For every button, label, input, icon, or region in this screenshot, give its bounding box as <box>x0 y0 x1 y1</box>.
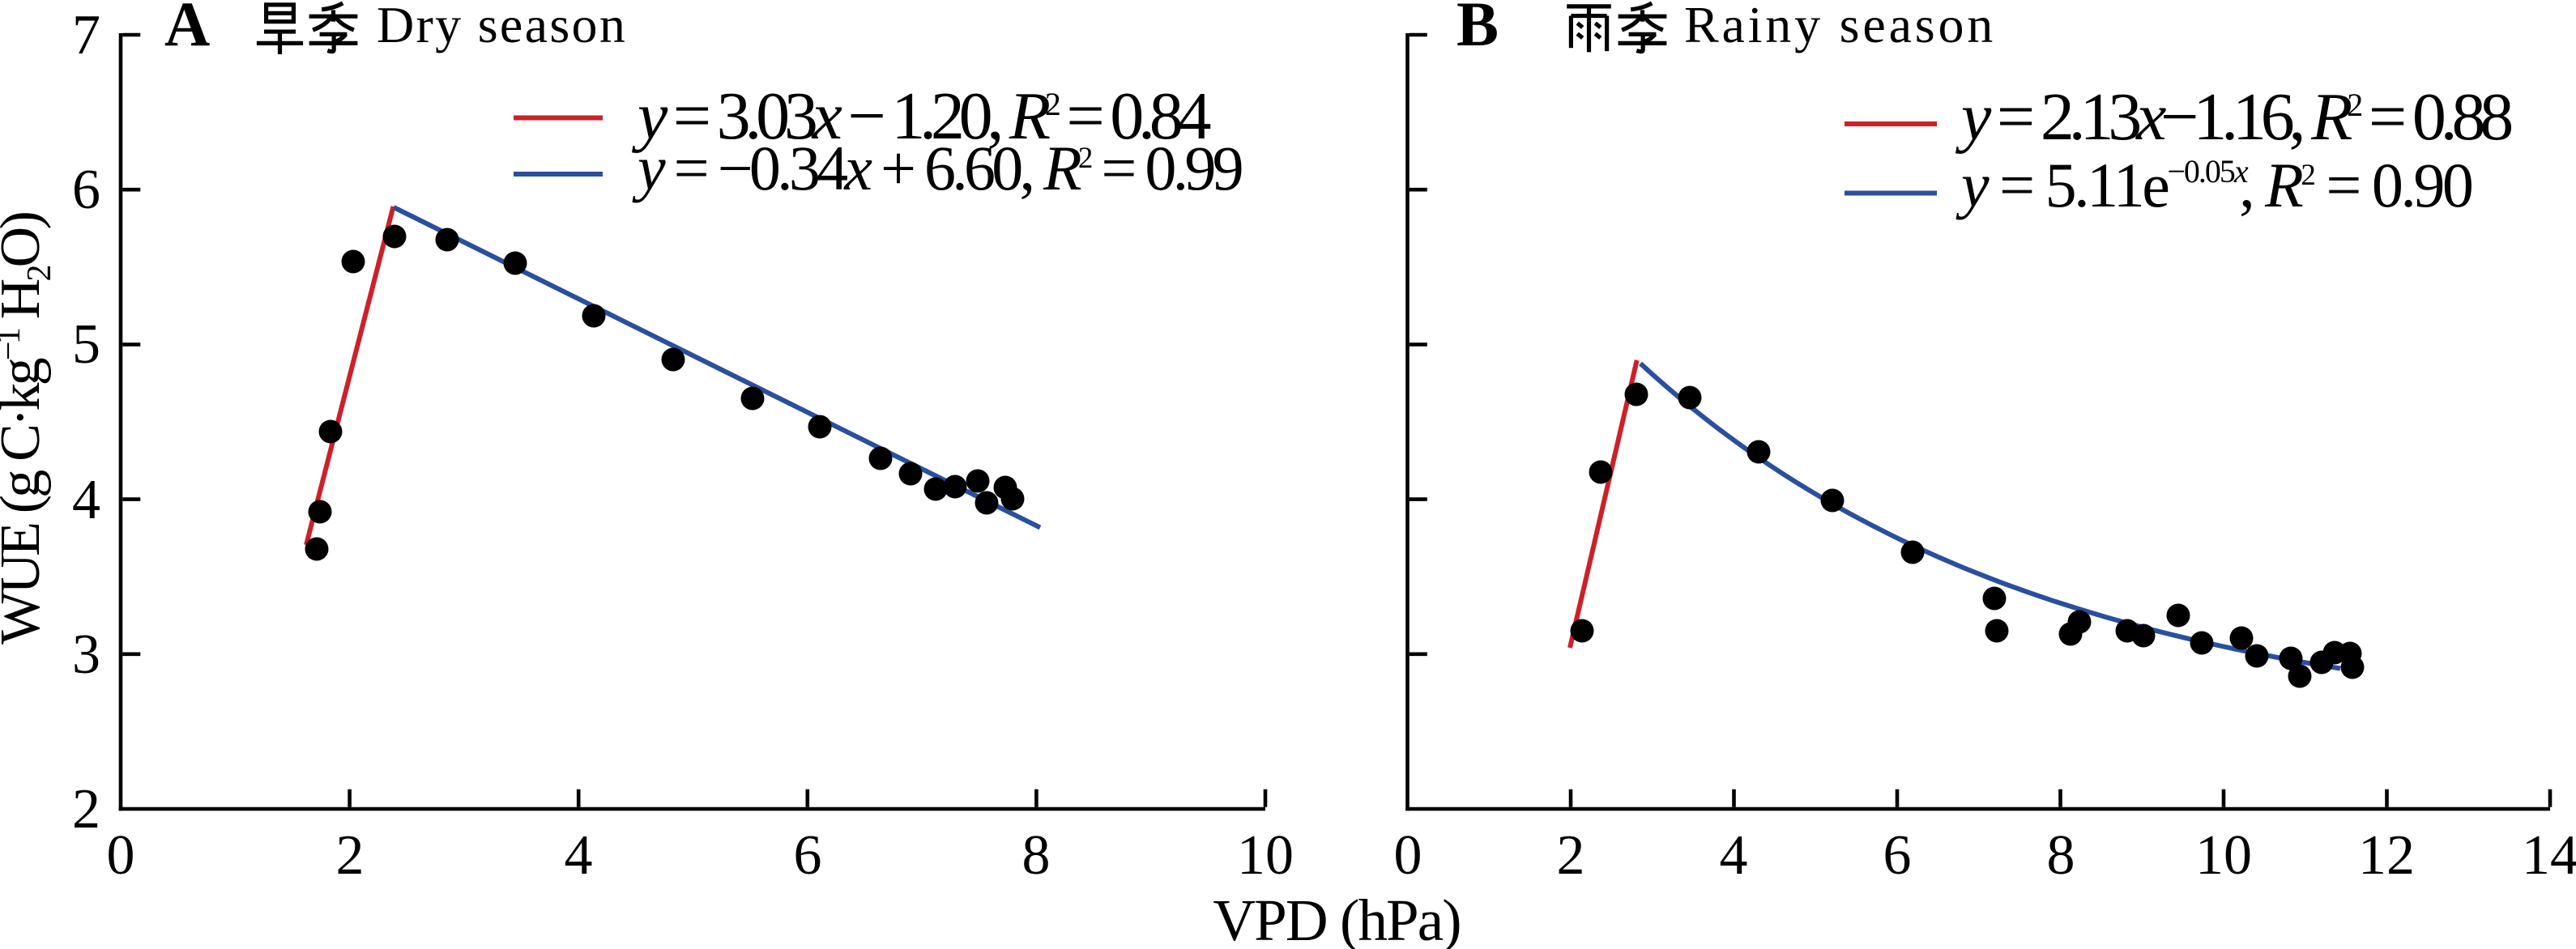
svg-text:2: 2 <box>72 778 100 840</box>
svg-text:0: 0 <box>107 824 135 887</box>
svg-text:2: 2 <box>1557 824 1585 887</box>
svg-text:VPD (hPa): VPD (hPa) <box>1213 887 1460 949</box>
svg-text:4: 4 <box>72 469 100 531</box>
svg-text:Dry season: Dry season <box>377 0 627 53</box>
svg-text:Rainy season: Rainy season <box>1684 0 1996 53</box>
svg-text:B: B <box>1456 0 1499 59</box>
svg-text:y = 3.03x − 1.20, R2 = 0.84: y = 3.03x − 1.20, R2 = 0.84 <box>631 79 1211 154</box>
svg-text:0: 0 <box>1394 824 1422 887</box>
svg-text:14: 14 <box>2522 824 2576 887</box>
svg-text:6: 6 <box>72 159 100 221</box>
svg-text:7: 7 <box>72 4 100 66</box>
svg-text:5: 5 <box>72 313 100 376</box>
svg-text:4: 4 <box>1720 824 1748 887</box>
svg-text:y = 2.13x−1.16, R2 = 0.88: y = 2.13x−1.16, R2 = 0.88 <box>1955 79 2511 155</box>
svg-text:10: 10 <box>1237 824 1294 887</box>
svg-text:y = −0.34x + 6.60, R2 = 0.99: y = −0.34x + 6.60, R2 = 0.99 <box>632 133 1242 203</box>
svg-text:4: 4 <box>565 824 593 887</box>
svg-text:8: 8 <box>1022 824 1051 887</box>
svg-text:8: 8 <box>2047 824 2075 887</box>
svg-text:12: 12 <box>2358 824 2415 887</box>
svg-text:WUE (g C·kg−1 H2O): WUE (g C·kg−1 H2O) <box>0 213 58 645</box>
svg-text:10: 10 <box>2195 824 2252 887</box>
svg-text:6: 6 <box>794 824 822 887</box>
svg-text:6: 6 <box>1883 824 1912 887</box>
svg-text:A: A <box>164 0 210 59</box>
svg-text:2: 2 <box>336 824 365 887</box>
svg-text:3: 3 <box>72 623 100 686</box>
